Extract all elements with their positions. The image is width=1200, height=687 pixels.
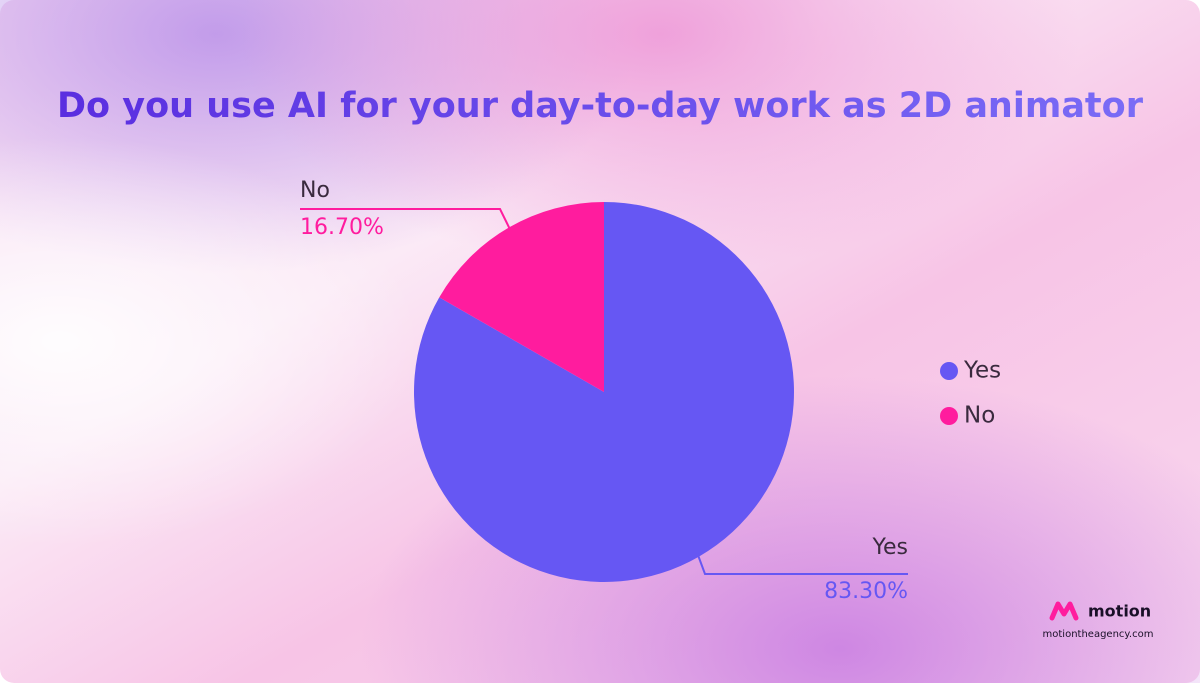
legend-label: Yes	[963, 358, 1001, 384]
data-label-name: No	[300, 178, 330, 203]
brand-name: motion	[1088, 602, 1151, 621]
legend-swatch	[940, 407, 958, 425]
callout-line	[696, 552, 908, 575]
legend-label: No	[964, 403, 995, 429]
pie-slice	[439, 202, 604, 392]
brand-url: motiontheagency.com	[1043, 629, 1154, 640]
brand-logo	[1049, 601, 1079, 621]
chart-title: Do you use AI for your day-to-day work a…	[57, 86, 1144, 126]
data-label-name: Yes	[871, 535, 908, 560]
callout-line	[300, 208, 512, 232]
legend-swatch	[940, 362, 958, 380]
data-label: 83.30%	[824, 579, 908, 604]
data-label: 16.70%	[300, 215, 384, 240]
